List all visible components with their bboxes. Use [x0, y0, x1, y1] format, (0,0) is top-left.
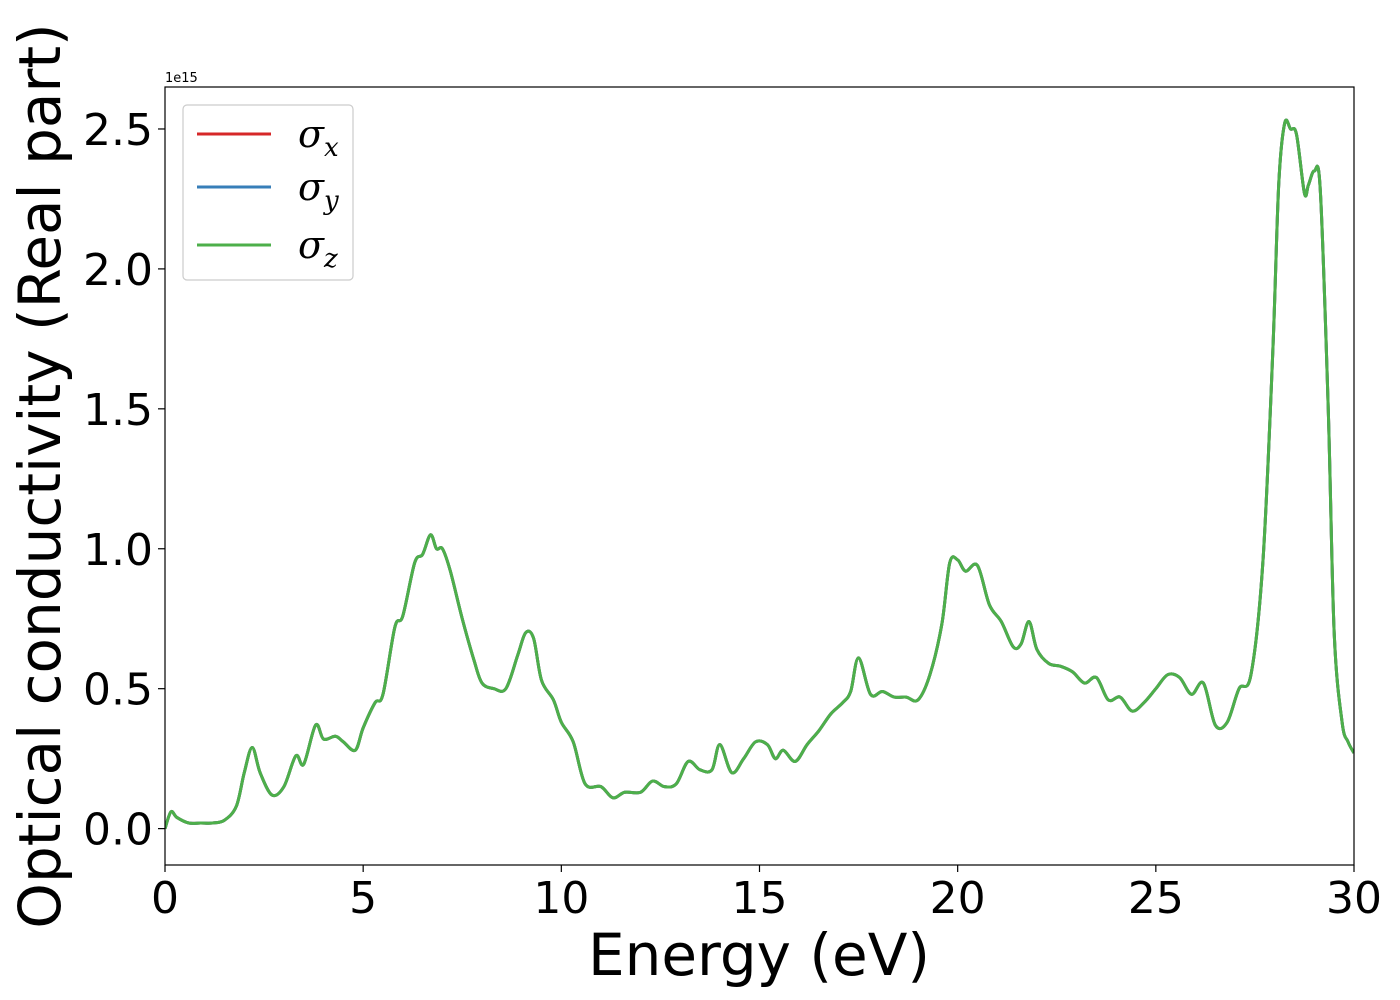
y-tick-label: 0.5 — [83, 665, 153, 716]
y-tick-label: 2.5 — [83, 105, 153, 156]
x-tick-label: 25 — [1128, 873, 1184, 924]
series-lines — [165, 118, 1354, 830]
legend-entry-y: σy — [197, 165, 339, 216]
y-axis-label: Optical conductivity (Real part) — [6, 23, 74, 928]
y-axis-ticks: 0.0 0.5 1.0 1.5 2.0 2.5 — [83, 105, 165, 856]
legend-entry-x: σx — [197, 112, 339, 163]
y-tick-label: 1.0 — [83, 525, 153, 576]
y-tick-label: 2.0 — [83, 245, 153, 296]
x-tick-label: 15 — [732, 873, 788, 924]
y-tick-label: 1.5 — [83, 385, 153, 436]
legend-label-z: σz — [298, 223, 338, 274]
legend-frame — [182, 104, 354, 281]
x-tick-label: 30 — [1326, 873, 1382, 924]
y-offset-label: 1e15 — [165, 71, 198, 86]
x-tick-label: 20 — [930, 873, 986, 924]
legend-entry-z: σz — [197, 223, 338, 274]
x-tick-label: 0 — [151, 873, 179, 924]
x-tick-label: 5 — [349, 873, 377, 924]
series-line-z — [165, 118, 1354, 830]
legend: σx σy σz — [182, 104, 354, 281]
legend-label-x: σx — [298, 112, 339, 163]
x-axis-ticks: 0 5 10 15 20 25 30 — [151, 865, 1382, 924]
legend-label-y: σy — [298, 165, 339, 216]
x-axis-label: Energy (eV) — [588, 921, 930, 989]
x-tick-label: 10 — [533, 873, 589, 924]
y-tick-label: 0.0 — [83, 805, 153, 856]
